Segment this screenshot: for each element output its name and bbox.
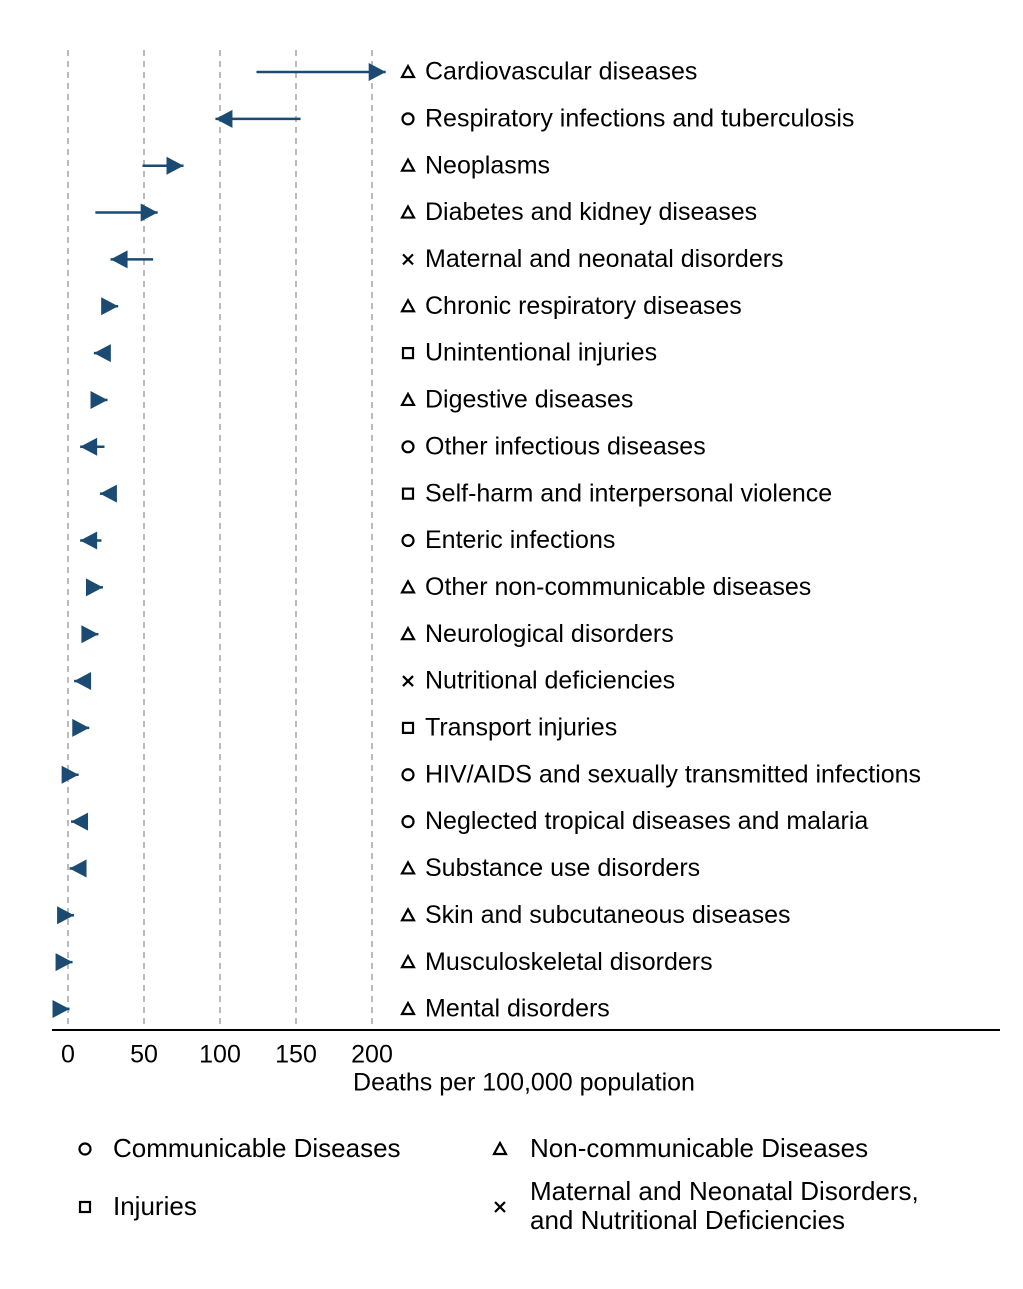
category-marker — [401, 814, 415, 829]
category-label: Respiratory infections and tuberculosis — [425, 104, 854, 132]
category-marker — [400, 63, 416, 79]
category-label: Chronic respiratory diseases — [425, 292, 742, 320]
category-label: Nutritional deficiencies — [425, 667, 675, 695]
legend-label: Maternal and Neonatal Disorders, and Nut… — [530, 1176, 919, 1235]
category-marker — [400, 204, 416, 219]
legend-label: Injuries — [113, 1190, 197, 1221]
arrow-head — [52, 1000, 70, 1018]
arrow-head — [101, 297, 119, 316]
arrow-head — [166, 156, 184, 175]
category-label: Unintentional injuries — [425, 339, 657, 367]
arrow-head — [90, 390, 108, 409]
category-label: Neurological disorders — [425, 620, 674, 648]
category-label: Self-harm and interpersonal violence — [425, 479, 832, 507]
category-label: Maternal and neonatal disorders — [425, 245, 784, 273]
arrow-head — [81, 625, 99, 644]
arrow-head — [71, 812, 89, 831]
arrow-head — [74, 672, 92, 691]
arrow-head — [57, 906, 75, 925]
category-marker — [400, 579, 416, 594]
category-marker — [401, 533, 415, 548]
legend-marker — [492, 1140, 508, 1156]
category-label: HIV/AIDS and sexually transmitted infect… — [425, 760, 921, 788]
category-marker — [400, 953, 416, 969]
category-marker — [401, 721, 415, 735]
legend-label: Non-communicable Diseases — [530, 1132, 869, 1163]
category-marker — [402, 675, 414, 687]
arrow-head — [61, 765, 79, 784]
arrow-head — [80, 437, 98, 456]
category-marker — [400, 907, 416, 922]
category-label: Musculoskeletal disorders — [425, 948, 713, 976]
category-label: Diabetes and kidney diseases — [425, 198, 757, 226]
category-marker — [401, 487, 415, 500]
arrow-head — [72, 718, 90, 737]
category-label: Mental disorders — [425, 995, 610, 1023]
category-label: Other infectious diseases — [425, 432, 706, 460]
category-marker — [400, 297, 416, 313]
arrow-head — [99, 484, 117, 503]
category-label: Skin and subcutaneous diseases — [425, 901, 791, 929]
arrow-head — [215, 109, 233, 128]
category-marker — [400, 625, 416, 641]
category-label: Neglected tropical diseases and malaria — [425, 807, 868, 835]
arrow-head — [110, 250, 128, 269]
category-label: Neoplasms — [425, 151, 550, 179]
x-tick-label: 100 — [199, 1041, 241, 1069]
x-tick-label: 150 — [275, 1041, 317, 1069]
category-marker — [401, 440, 415, 454]
legend-marker — [78, 1200, 92, 1214]
category-marker — [402, 253, 414, 266]
category-marker — [401, 768, 415, 782]
arrow-head — [55, 953, 73, 972]
x-tick-label: 200 — [351, 1041, 393, 1069]
arrow-head — [69, 859, 87, 878]
category-marker — [401, 112, 415, 126]
category-label: Other non-communicable diseases — [425, 573, 811, 601]
legend-label: Communicable Diseases — [113, 1132, 401, 1163]
category-label: Transport injuries — [425, 714, 617, 742]
arrow-head — [85, 578, 103, 597]
category-marker — [401, 347, 415, 360]
arrow-head — [80, 531, 98, 550]
category-label: Digestive diseases — [425, 386, 633, 414]
arrow-head — [93, 344, 111, 363]
x-axis-label: Deaths per 100,000 population — [353, 1069, 695, 1097]
legend-marker — [494, 1201, 506, 1213]
category-label: Enteric infections — [425, 526, 615, 554]
x-tick-label: 0 — [61, 1041, 75, 1069]
x-tick-label: 50 — [130, 1041, 158, 1069]
legend-marker — [78, 1142, 92, 1156]
category-marker — [400, 860, 416, 875]
category-label: Substance use disorders — [425, 854, 700, 882]
category-label: Cardiovascular diseases — [425, 58, 697, 86]
category-marker — [400, 1000, 416, 1016]
arrow-head — [140, 203, 158, 222]
category-marker — [400, 391, 416, 407]
category-marker — [400, 157, 416, 172]
arrow-head — [368, 63, 386, 81]
